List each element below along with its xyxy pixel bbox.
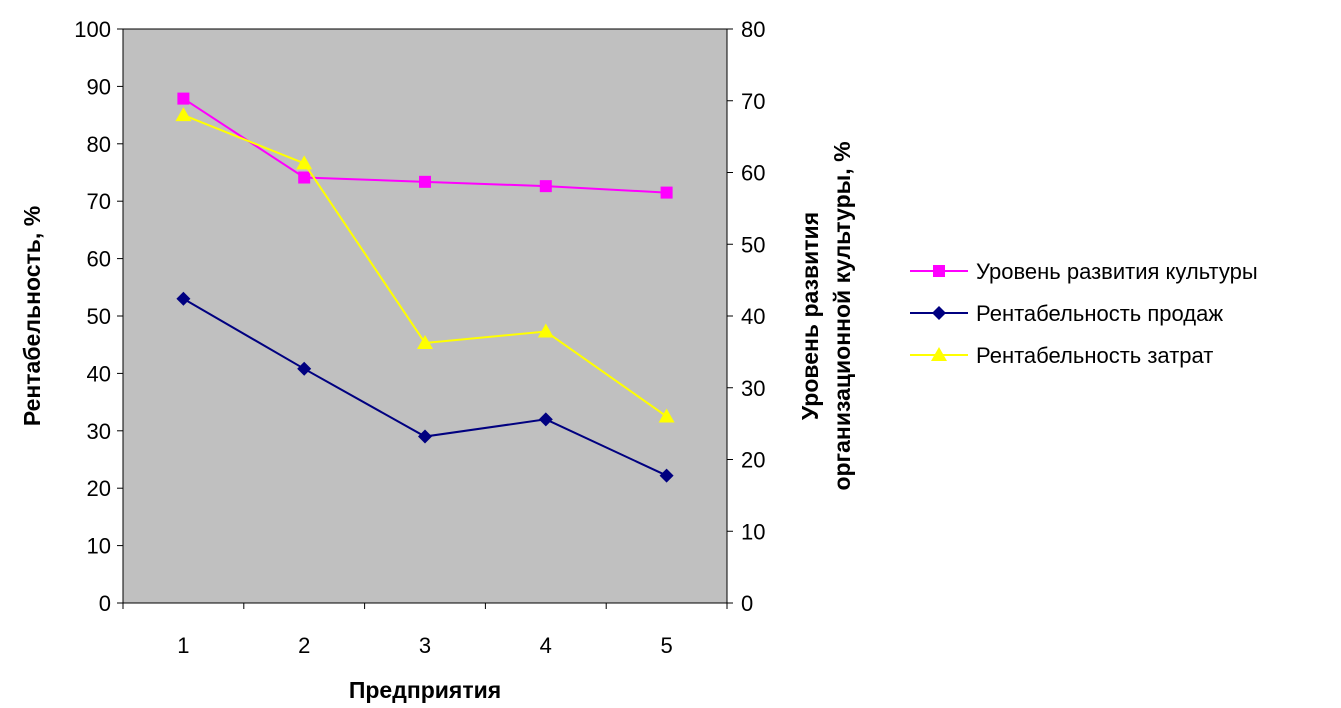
x-axis-tick-label: 1 [177,633,189,658]
left-axis-tick-label: 60 [87,247,111,272]
left-axis-tick-label: 50 [87,304,111,329]
left-axis-tick-label: 0 [99,591,111,616]
y-axis-left-title: Рентабельность, % [19,206,45,426]
left-axis-tick-label: 10 [87,534,111,559]
right-axis-tick-label: 60 [741,161,765,186]
legend-label: Уровень развития культуры [976,259,1258,284]
data-point-diamond [418,429,432,444]
right-axis: 0 10 20 30 40 50 60 70 80 [727,17,765,616]
left-axis-tick-label: 70 [87,189,111,214]
right-axis-tick-label: 70 [741,89,765,114]
x-axis-tick-label: 2 [298,633,310,658]
data-point-triangle [296,155,313,170]
left-axis-tick-label: 90 [87,74,111,99]
left-axis-tick-label: 20 [87,476,111,501]
x-axis-tick-label: 4 [540,633,552,658]
y-axis-right-title-line2: организационной культуры, % [829,141,855,490]
left-axis-tick-label: 100 [74,17,111,42]
left-axis-tick-label: 40 [87,361,111,386]
right-axis-tick-label: 80 [741,17,765,42]
left-axis-tick-label: 30 [87,419,111,444]
right-axis-tick-label: 40 [741,304,765,329]
legend-marker-diamond [932,306,946,320]
data-point-diamond [297,361,312,376]
data-point-square [539,180,552,193]
left-axis-tick-label: 80 [87,132,111,157]
x-axis-tick-label: 3 [419,633,431,658]
x-axis-tick-label: 5 [660,633,672,658]
x-axis-title: Предприятия [349,677,501,703]
data-point-square [419,175,431,188]
legend-label: Рентабельность продаж [976,301,1223,326]
legend: Уровень развития культуры Рентабельность … [910,259,1258,368]
data-point-triangle [175,107,192,122]
data-point-square [177,92,190,105]
right-axis-tick-label: 10 [741,519,765,544]
right-axis-tick-label: 50 [741,232,765,257]
y-axis-right-title-line1: Уровень развития [797,212,823,420]
legend-marker-triangle [931,347,947,361]
right-axis-tick-label: 30 [741,376,765,401]
data-point-diamond [659,468,674,483]
series-layer [175,92,675,483]
right-axis-tick-label: 20 [741,448,765,473]
left-axis: 0 10 20 30 40 50 60 70 80 90 100 [74,17,123,616]
right-axis-tick-label: 0 [741,591,753,616]
legend-marker-square [933,265,945,277]
legend-label: Рентабельность затрат [976,343,1213,368]
data-point-square [660,186,673,199]
data-point-triangle [417,334,433,349]
data-point-triangle [537,323,554,338]
data-point-triangle [658,408,675,423]
data-point-square [298,171,311,184]
x-axis: 1 2 3 4 5 [122,603,728,658]
data-point-diamond [176,291,191,306]
data-point-diamond [538,412,553,427]
